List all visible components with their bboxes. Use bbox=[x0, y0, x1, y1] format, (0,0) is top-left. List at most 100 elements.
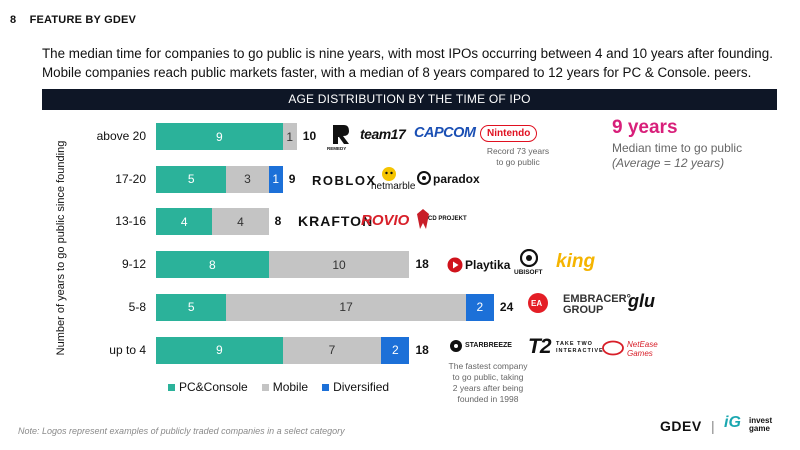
record-note: Record 73 years to go public bbox=[478, 146, 558, 168]
bar-total-label: 18 bbox=[415, 342, 429, 357]
remedy-logo bbox=[333, 125, 349, 144]
netmarble-icon bbox=[382, 167, 396, 181]
paradox-icon bbox=[417, 171, 431, 185]
invest-game-logo: invest game bbox=[749, 417, 772, 433]
bar-segment-diversified: 2 bbox=[465, 293, 494, 321]
bar-segment-mobile: 7 bbox=[282, 336, 382, 364]
category-label: above 20 bbox=[96, 129, 146, 143]
chart-legend: PC&Console Mobile Diversified bbox=[168, 380, 389, 394]
bar-segment-pc: 5 bbox=[156, 293, 227, 321]
bar-value-label: 8 bbox=[208, 257, 216, 272]
bar-value-label: 10 bbox=[332, 257, 346, 272]
legend-item-diversified: Diversified bbox=[322, 380, 389, 394]
bar-segment-pc: 9 bbox=[156, 336, 283, 364]
bar-value-label: 7 bbox=[328, 343, 336, 357]
fastest-note-line3: 2 years after being bbox=[452, 383, 524, 393]
gdev-logo: GDEV bbox=[660, 418, 702, 434]
bar-segment-mobile: 3 bbox=[226, 165, 269, 193]
legend-swatch-pc bbox=[168, 383, 175, 391]
bar-total-label: 10 bbox=[302, 129, 317, 143]
category-label: 5-8 bbox=[128, 299, 146, 314]
page-header: 8 FEATURE BY GDEV bbox=[10, 14, 136, 26]
nintendo-logo: Nintendo bbox=[480, 125, 538, 142]
roblox-logo: ROBLOX bbox=[312, 173, 377, 188]
bar-segment-pc: 8 bbox=[156, 251, 269, 279]
playtika-logo: Playtika bbox=[465, 258, 511, 272]
invest-game-line1: invest bbox=[749, 416, 773, 425]
median-caption: Median time to go public (Average = 12 y… bbox=[612, 141, 742, 171]
bar-value-label: 2 bbox=[392, 343, 399, 357]
bar-value-label: 4 bbox=[237, 214, 244, 229]
netease-logo-line1: NetEase bbox=[627, 340, 658, 349]
record-note-line2: to go public bbox=[496, 157, 540, 167]
bar-value-label: 5 bbox=[187, 172, 195, 187]
bar-segment-mobile: 10 bbox=[268, 251, 410, 279]
bar-value-label: 9 bbox=[216, 343, 223, 357]
invest-game-mark: iG bbox=[724, 414, 741, 431]
bar-value-label: 9 bbox=[216, 129, 223, 144]
starbreeze-icon bbox=[450, 340, 462, 352]
page-number: 8 bbox=[10, 14, 17, 26]
record-note-line1: Record 73 years bbox=[486, 146, 550, 156]
fastest-note: The fastest company to go public, taking… bbox=[440, 361, 536, 405]
bar-segment-diversified: 2 bbox=[381, 336, 410, 364]
cd-projekt-icon bbox=[417, 209, 429, 229]
median-caption-line2: (Average = 12 years) bbox=[612, 156, 725, 170]
median-highlight: 9 years bbox=[612, 117, 678, 138]
ubisoft-logo: UBISOFT bbox=[514, 269, 543, 276]
footer-note: Note: Logos represent examples of public… bbox=[18, 426, 345, 436]
intro-line-1: The median time for companies to go publ… bbox=[42, 46, 773, 61]
king-logo: king bbox=[556, 251, 596, 272]
rovio-logo: ROVIO bbox=[361, 212, 410, 229]
bar-segment-mobile: 1 bbox=[282, 123, 297, 150]
team17-logo: team17 bbox=[360, 126, 406, 142]
bar-value-label: 17 bbox=[339, 300, 353, 315]
ubisoft-icon bbox=[520, 249, 538, 267]
legend-swatch-diversified bbox=[322, 383, 330, 391]
brand-divider: | bbox=[711, 418, 715, 434]
bar-segment-pc: 9 bbox=[156, 123, 283, 150]
glu-logo: glu bbox=[628, 291, 655, 311]
netease-logo-line2: Games bbox=[627, 349, 653, 358]
bar-value-label: 2 bbox=[476, 300, 484, 315]
bar-total-label: 8 bbox=[274, 214, 282, 229]
take-two-logo: TAKE TWO INTERACTIVE bbox=[556, 341, 604, 355]
remedy-logo-text: REMEDY bbox=[327, 146, 347, 151]
legend-label-mobile: Mobile bbox=[272, 380, 309, 394]
embracer-logo: EMBRACER° GROUP bbox=[563, 294, 631, 316]
median-caption-line1: Median time to go public bbox=[612, 141, 743, 155]
embracer-logo-line2: GROUP bbox=[563, 304, 604, 316]
netease-logo: NetEase Games bbox=[627, 340, 658, 358]
category-label: 17-20 bbox=[115, 171, 146, 186]
bar-segment-mobile: 4 bbox=[212, 208, 269, 236]
intro-line-2: Mobile companies reach public markets fa… bbox=[42, 65, 752, 80]
category-label: 13-16 bbox=[115, 214, 146, 229]
invest-game-line2: game bbox=[749, 424, 770, 433]
bar-value-label: 5 bbox=[187, 300, 195, 315]
fastest-note-line2: to go public, taking bbox=[452, 372, 524, 382]
bar-value-label: 1 bbox=[272, 172, 279, 187]
section-title: FEATURE BY GDEV bbox=[29, 14, 137, 26]
paradox-logo: paradox bbox=[433, 172, 480, 186]
embracer-logo-line1: EMBRACER° bbox=[563, 293, 631, 305]
bar-total-label: 24 bbox=[499, 299, 514, 314]
t2-logo: T2 bbox=[528, 335, 551, 358]
bar-value-label: 4 bbox=[180, 214, 188, 229]
legend-item-mobile: Mobile bbox=[261, 380, 309, 394]
category-label: 9-12 bbox=[121, 257, 146, 272]
bar-segment-diversified: 1 bbox=[268, 165, 283, 193]
starbreeze-logo: STARBREEZE bbox=[465, 342, 512, 349]
capcom-logo: CAPCOM bbox=[414, 125, 476, 141]
ea-logo: EA bbox=[531, 299, 543, 308]
legend-item-pc: PC&Console bbox=[168, 380, 248, 394]
category-label: up to 4 bbox=[109, 342, 146, 357]
take-two-logo-line2: INTERACTIVE bbox=[556, 348, 604, 354]
bar-value-label: 3 bbox=[244, 172, 251, 187]
bar-value-label: 1 bbox=[286, 129, 294, 144]
legend-label-diversified: Diversified bbox=[333, 380, 390, 394]
bar-segment-pc: 5 bbox=[156, 165, 227, 193]
chart-title-banner: AGE DISTRIBUTION BY THE TIME OF IPO bbox=[42, 89, 777, 110]
bar-total-label: 18 bbox=[415, 257, 429, 272]
take-two-logo-line1: TAKE TWO bbox=[556, 341, 593, 347]
bar-total-label: 9 bbox=[288, 171, 296, 186]
